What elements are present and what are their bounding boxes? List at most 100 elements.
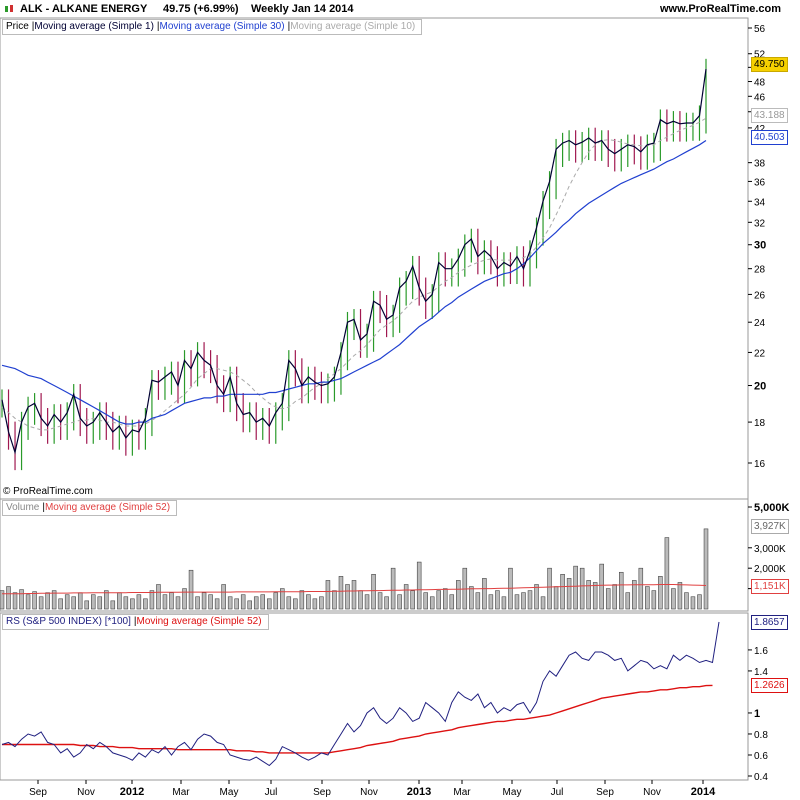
- chart-header: ALK - ALKANE ENERGY 49.75 (+6.99%) Weekl…: [0, 0, 800, 18]
- volume-flag: 3,927K: [751, 519, 789, 534]
- x-tick-label: Jul: [265, 787, 278, 798]
- volume-bar: [579, 567, 585, 610]
- volume-bar: [423, 592, 428, 610]
- x-tick-label: 2012: [120, 786, 144, 798]
- legend-price: Price: [6, 21, 29, 32]
- volume-bar: [358, 590, 363, 610]
- volume-bar: [332, 590, 337, 610]
- price-tick-label: 22: [754, 348, 766, 359]
- rs-tick-label: 0.6: [754, 751, 768, 762]
- volume-bar: [429, 596, 435, 610]
- volume-bar: [234, 598, 239, 610]
- price-change: 49.75 (+6.99%): [163, 3, 239, 15]
- volume-bar: [149, 590, 155, 610]
- price-tick-label: 34: [754, 197, 766, 208]
- volume-bar: [553, 586, 559, 610]
- volume-bar: [625, 592, 631, 610]
- x-tick-label: 2014: [691, 786, 716, 798]
- price-panel: [0, 17, 749, 500]
- price-tick-label: 32: [754, 218, 766, 229]
- volume-bar: [534, 584, 539, 610]
- volume-bar: [671, 588, 676, 610]
- price-tick-label: 16: [754, 459, 766, 470]
- volume-bar: [436, 590, 441, 610]
- volume-bar: [71, 596, 76, 610]
- volume-bar: [299, 590, 305, 610]
- rs-tick-label: 1.6: [754, 646, 768, 657]
- volume-bar: [364, 594, 370, 610]
- volume-bar: [651, 590, 657, 610]
- volume-bar: [351, 580, 357, 610]
- volume-bar: [97, 596, 103, 610]
- volume-bar: [175, 596, 181, 610]
- volume-bar: [195, 596, 200, 610]
- volume-bar: [162, 594, 168, 610]
- volume-bar: [638, 567, 644, 610]
- ma10-flag: 43.188: [751, 108, 788, 123]
- volume-bar: [416, 561, 422, 610]
- rs-line: [1, 621, 720, 767]
- volume-tick-label: 2,000K: [754, 564, 786, 575]
- volume-bar: [6, 586, 11, 610]
- period-label: Weekly Jan 14 2014: [251, 3, 354, 15]
- volume-bar: [658, 576, 663, 610]
- volume-bar: [182, 588, 187, 610]
- price-tick-label: 56: [754, 24, 766, 35]
- volume-bar: [136, 594, 142, 610]
- rs-flag: 1.8657: [751, 615, 788, 630]
- volume-bar: [169, 592, 174, 610]
- volume-bar: [397, 594, 402, 610]
- volume-bar: [306, 594, 311, 610]
- volume-bar: [690, 596, 696, 610]
- volume-bar: [260, 594, 265, 610]
- volume-bar: [312, 598, 318, 610]
- legend-ma10: Moving average (Simple 10): [290, 21, 416, 32]
- price-tick-label: 42: [754, 124, 766, 135]
- x-tick-label: Jul: [551, 787, 564, 798]
- volume-bar: [38, 596, 44, 610]
- volume-bar: [488, 594, 494, 610]
- volume-bar: [566, 578, 572, 610]
- x-tick-label: Sep: [29, 787, 47, 798]
- volume-bar: [495, 590, 500, 610]
- rs-ma-flag: 1.2626: [751, 678, 788, 693]
- volume-bar: [482, 578, 487, 610]
- volume-ma-line: [2, 584, 707, 595]
- volume-bar: [110, 600, 116, 610]
- price-tick-label: 46: [754, 92, 766, 103]
- ma30-line: [1, 139, 707, 425]
- price-tick-label: 24: [754, 318, 766, 329]
- volume-bar: [540, 596, 546, 610]
- volume-bar: [77, 592, 83, 610]
- x-tick-label: May: [503, 787, 522, 798]
- x-tick-label: Mar: [453, 787, 471, 798]
- volume-bar: [273, 592, 279, 610]
- volume-bar: [267, 598, 272, 610]
- volume-bar: [645, 586, 650, 610]
- legend-rs-ma: Moving average (Simple 52): [136, 616, 262, 627]
- volume-bar: [469, 586, 474, 610]
- volume-bar: [449, 594, 455, 610]
- volume-tick-label: 3,000K: [754, 544, 786, 555]
- volume-bar: [319, 596, 324, 610]
- volume-bar: [456, 580, 461, 610]
- rs-tick-label: 0.4: [754, 772, 768, 783]
- rs-tick-label: 0.8: [754, 730, 768, 741]
- x-tick-label: Sep: [313, 787, 331, 798]
- volume-bar: [221, 584, 226, 610]
- x-tick-label: Nov: [643, 787, 661, 798]
- volume-bar: [592, 582, 598, 610]
- ma10-line: [1, 117, 707, 431]
- volume-bar: [208, 594, 213, 610]
- price-tick-label: 20: [754, 381, 766, 393]
- volume-bar: [612, 584, 617, 610]
- volume-bar: [91, 594, 96, 610]
- rs-ma-line: [2, 684, 713, 754]
- volume-bar: [475, 592, 481, 610]
- volume-bar: [384, 596, 389, 610]
- volume-bar: [51, 590, 57, 610]
- volume-bar: [599, 563, 604, 610]
- volume-bar: [156, 584, 161, 610]
- watermark: © ProRealTime.com: [3, 486, 93, 497]
